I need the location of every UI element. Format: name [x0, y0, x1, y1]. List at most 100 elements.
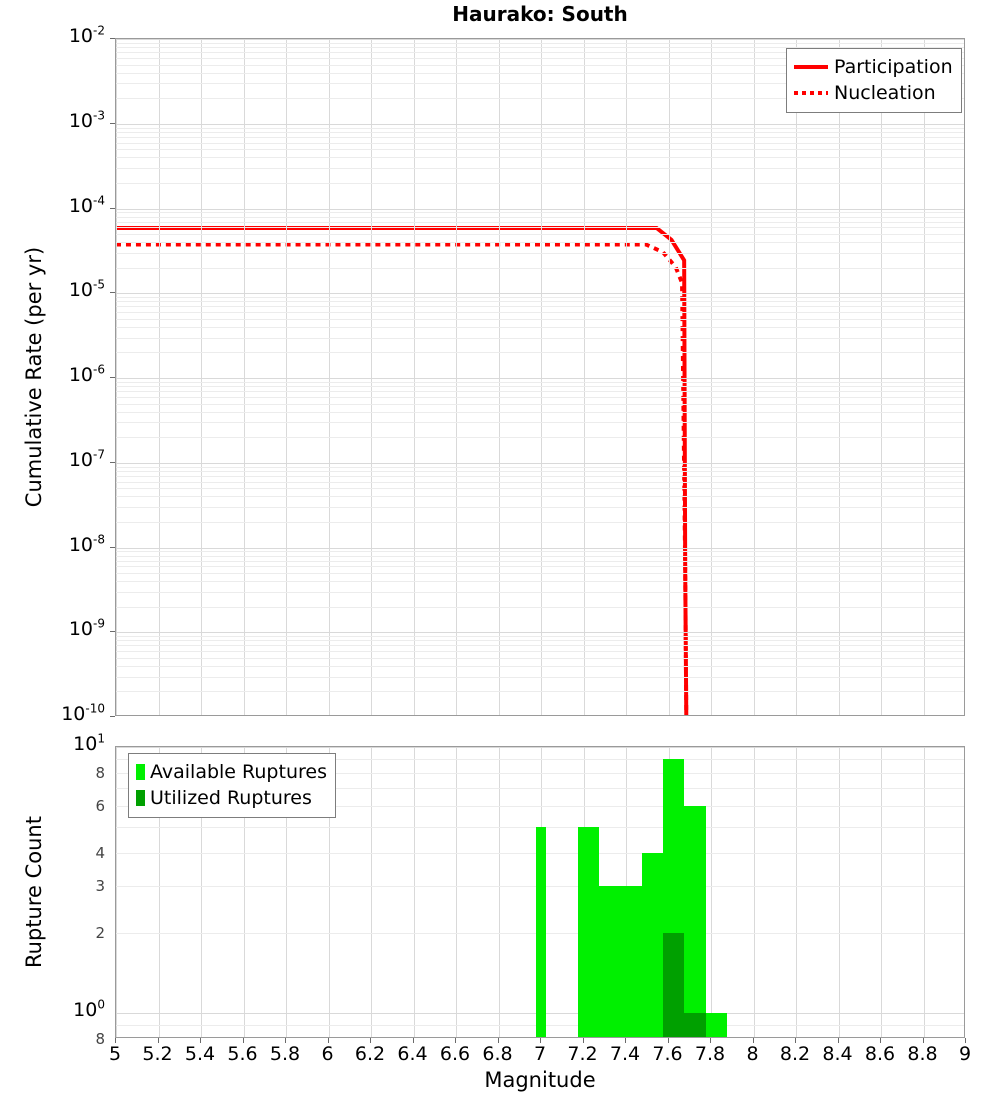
gridline-minor	[116, 168, 964, 170]
xtick-label: 5	[108, 1043, 122, 1065]
gridline-vertical	[923, 39, 925, 715]
gridline-vertical	[838, 747, 840, 1037]
ytick-mark	[110, 461, 115, 463]
gridline-minor	[116, 551, 964, 553]
gridline-minor	[116, 52, 964, 54]
gridline-vertical	[498, 39, 500, 715]
available-ruptures-swatch-icon	[136, 764, 145, 780]
gridline-major	[116, 123, 964, 125]
gridline-vertical	[371, 747, 372, 1037]
ytick-label-top: 10-4	[68, 193, 105, 217]
ytick-label-bottom: 4	[95, 843, 105, 862]
gridline-vertical	[243, 747, 245, 1037]
xtick-label: 6.6	[439, 1043, 471, 1065]
gridline-minor	[116, 488, 964, 490]
rupture-legend: Available Ruptures Utilized Ruptures	[128, 753, 336, 818]
ytick-label-bottom: 6	[95, 797, 105, 816]
ytick-mark	[110, 122, 115, 124]
xtick-label: 8.6	[864, 1043, 896, 1065]
xtick-mark	[667, 1038, 669, 1043]
available-rupture-bar	[652, 852, 664, 1037]
gridline-minor	[116, 665, 964, 667]
xtick-mark	[455, 1038, 456, 1043]
legend-label-nucleation: Nucleation	[834, 82, 936, 104]
xtick-mark	[370, 1038, 371, 1043]
gridline-minor	[116, 381, 964, 383]
utilized-ruptures-swatch-icon	[136, 790, 145, 806]
gridline-vertical	[201, 747, 202, 1037]
gridline-vertical	[711, 39, 712, 715]
gridline-minor	[116, 645, 964, 647]
ytick-label-top: 10-9	[68, 616, 105, 641]
xtick-label: 6.8	[482, 1043, 513, 1065]
xtick-label: 9	[958, 1043, 972, 1065]
nucleation-line-swatch-icon	[794, 91, 828, 95]
gridline-minor	[116, 252, 964, 254]
gridline-minor	[116, 216, 964, 218]
rupture-count-plot-area	[116, 747, 964, 1037]
gridline-minor	[116, 560, 964, 562]
page-title: Haurako: South	[452, 2, 628, 26]
gridline-minor	[116, 691, 964, 693]
gridline-major	[116, 462, 964, 464]
available-rupture-bar	[535, 827, 547, 1037]
utilized-rupture-bar	[673, 933, 685, 1037]
xtick-mark	[752, 1038, 754, 1043]
gridline-vertical	[158, 747, 160, 1037]
xtick-label: 8.8	[907, 1043, 938, 1065]
xtick-mark	[285, 1038, 286, 1043]
gridline-minor	[116, 396, 964, 398]
gridline-minor	[116, 318, 964, 320]
cumulative-rate-panel	[115, 38, 965, 716]
gridline-minor	[116, 352, 964, 354]
gridline-horizontal	[116, 747, 964, 748]
gridline-vertical	[541, 39, 542, 715]
xtick-mark	[625, 1038, 626, 1043]
gridline-vertical	[413, 39, 415, 715]
gridline-minor	[116, 212, 964, 214]
gridline-vertical	[116, 39, 117, 715]
gridline-minor	[116, 242, 964, 244]
gridline-major	[116, 378, 964, 379]
xtick-label: 8.2	[779, 1043, 811, 1065]
ytick-mark	[110, 292, 115, 294]
ytick-label-bottom: 2	[95, 924, 105, 943]
gridline-minor	[116, 149, 964, 151]
legend-label-available-ruptures: Available Ruptures	[150, 761, 327, 783]
xtick-label: 7.2	[567, 1043, 598, 1065]
gridline-vertical	[286, 39, 287, 715]
gridline-minor	[116, 83, 964, 85]
xtick-mark	[115, 1038, 116, 1043]
ytick-label-top: 10-8	[68, 532, 105, 556]
xtick-mark	[327, 1038, 329, 1043]
gridline-vertical	[328, 39, 330, 715]
xtick-mark	[710, 1038, 711, 1043]
nucleation-curve	[116, 242, 689, 715]
gridline-vertical	[838, 39, 840, 715]
xtick-label: 7.6	[652, 1043, 683, 1065]
gridline-vertical	[456, 39, 457, 715]
ytick-label-bottom: 8	[95, 763, 105, 782]
gridline-minor	[116, 437, 964, 439]
gridline-major	[116, 547, 964, 549]
available-rupture-bar	[716, 1013, 727, 1037]
gridline-minor	[116, 136, 964, 138]
ytick-label-top: 10-5	[68, 277, 105, 302]
xtick-label: 5.6	[227, 1043, 258, 1065]
utilized-rupture-bar	[663, 933, 674, 1037]
gridline-minor	[116, 337, 964, 339]
gridline-minor	[116, 131, 964, 133]
xtick-mark	[540, 1038, 541, 1043]
gridline-minor	[116, 182, 964, 184]
gridline-major	[116, 632, 964, 634]
ytick-label-bottom: 8	[95, 1030, 105, 1048]
gridline-vertical	[243, 39, 245, 715]
gridline-vertical	[881, 747, 882, 1037]
gridline-minor	[116, 301, 964, 303]
gridline-minor	[116, 676, 964, 678]
ytick-label-bottom: 101	[73, 731, 105, 755]
gridline-vertical	[456, 747, 457, 1037]
gridline-minor	[116, 422, 964, 424]
xtick-mark	[922, 1038, 924, 1043]
